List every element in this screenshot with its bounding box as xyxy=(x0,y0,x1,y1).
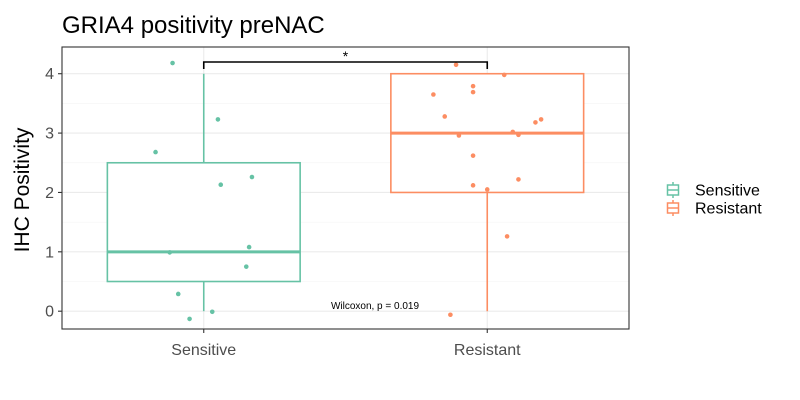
box-rect-0 xyxy=(106,161,301,283)
x-tick-label-0: Sensitive xyxy=(171,342,236,359)
box-1 xyxy=(390,72,585,312)
point-1-4 xyxy=(431,92,436,97)
chart-title: GRIA4 positivity preNAC xyxy=(62,12,325,39)
x-tick-label-1: Resistant xyxy=(454,342,521,359)
point-1-6 xyxy=(538,117,544,122)
y-axis-title: IHC Positivity xyxy=(11,127,34,252)
boxes-layer xyxy=(106,72,585,312)
point-1-10 xyxy=(456,133,462,138)
wilcoxon-annotation: Wilcoxon, p = 0.019 xyxy=(331,301,420,312)
panel-border xyxy=(61,46,630,330)
point-0-7 xyxy=(243,264,249,269)
legend-label-0: Sensitive xyxy=(695,183,760,200)
point-0-1 xyxy=(215,117,221,122)
point-1-0 xyxy=(453,62,459,68)
y-axis: 0 1 2 3 4 xyxy=(45,66,62,321)
point-1-2 xyxy=(470,83,476,89)
point-0-5 xyxy=(246,244,252,250)
significance-star: * xyxy=(343,48,349,64)
point-1-9 xyxy=(516,132,521,138)
point-1-16 xyxy=(448,312,453,318)
point-0-4 xyxy=(218,182,224,188)
legend-item-1: Resistant xyxy=(666,200,762,218)
significance-bracket: * xyxy=(202,48,489,69)
point-1-5 xyxy=(442,114,448,119)
box-0 xyxy=(106,73,301,312)
point-0-0 xyxy=(170,60,175,66)
point-1-13 xyxy=(470,183,476,188)
y-tick-label-2: 2 xyxy=(45,185,54,202)
points-layer xyxy=(153,60,544,322)
y-tick-label-3: 3 xyxy=(45,126,54,143)
point-0-3 xyxy=(249,174,255,180)
x-axis: Sensitive Resistant xyxy=(171,329,521,359)
legend-label-1: Resistant xyxy=(695,201,762,218)
y-tick-label-1: 1 xyxy=(45,244,54,261)
y-tick-label-0: 0 xyxy=(45,304,54,321)
point-0-6 xyxy=(167,250,173,255)
point-1-7 xyxy=(533,120,538,125)
point-1-12 xyxy=(516,177,521,182)
point-0-10 xyxy=(187,316,192,322)
point-0-2 xyxy=(153,149,158,155)
point-0-9 xyxy=(209,309,215,315)
y-tick-label-4: 4 xyxy=(45,66,54,83)
significance-bracket-line xyxy=(202,61,489,69)
point-1-11 xyxy=(470,153,476,158)
point-1-1 xyxy=(501,72,507,78)
point-1-15 xyxy=(504,234,510,239)
legend-item-0: Sensitive xyxy=(666,182,760,200)
point-1-3 xyxy=(470,89,476,95)
point-1-14 xyxy=(484,187,490,192)
point-0-8 xyxy=(175,291,181,297)
point-1-8 xyxy=(510,129,516,135)
